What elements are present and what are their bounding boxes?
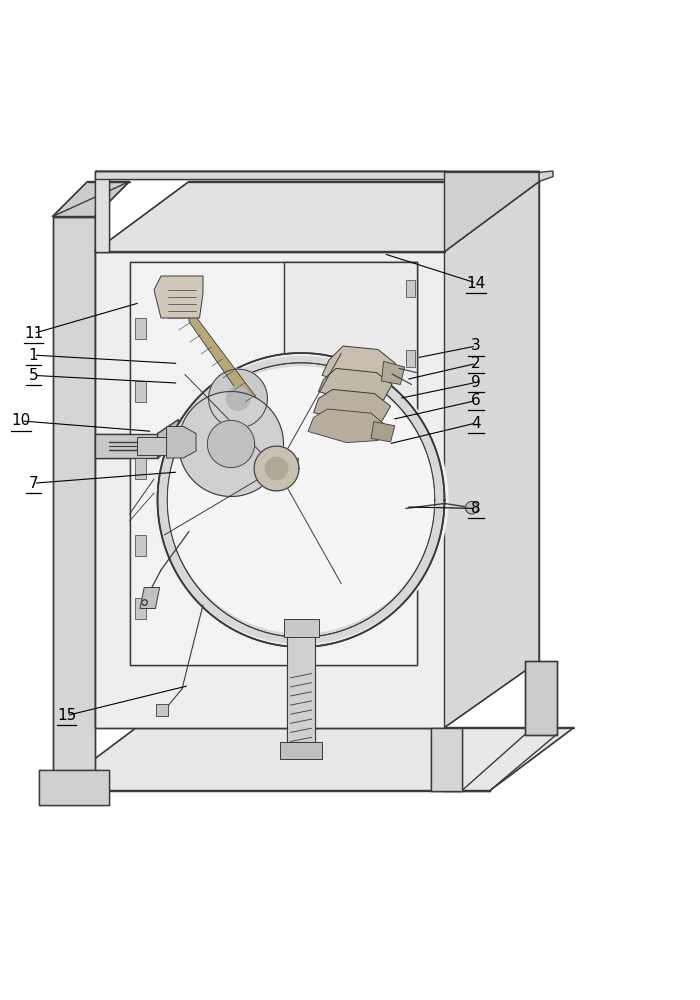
Text: 1: 1 [29, 348, 38, 363]
Polygon shape [135, 318, 146, 339]
Polygon shape [135, 535, 146, 556]
Polygon shape [154, 276, 203, 318]
Circle shape [466, 501, 478, 514]
Polygon shape [135, 458, 146, 479]
Polygon shape [52, 182, 130, 217]
Polygon shape [322, 346, 395, 384]
Text: 15: 15 [57, 708, 76, 723]
Text: 8: 8 [471, 501, 481, 516]
Polygon shape [406, 350, 415, 367]
Polygon shape [135, 381, 146, 402]
Circle shape [154, 353, 448, 647]
Polygon shape [314, 389, 391, 423]
Polygon shape [539, 171, 553, 182]
Polygon shape [52, 728, 574, 790]
Polygon shape [158, 420, 178, 458]
Polygon shape [256, 458, 298, 468]
Circle shape [265, 457, 288, 480]
Text: 11: 11 [24, 326, 43, 341]
Polygon shape [94, 171, 444, 179]
Polygon shape [140, 587, 160, 608]
Polygon shape [371, 422, 395, 442]
Polygon shape [38, 770, 108, 804]
Polygon shape [444, 182, 539, 728]
Text: 10: 10 [11, 413, 31, 428]
Polygon shape [308, 409, 386, 443]
Text: 14: 14 [466, 275, 486, 290]
Circle shape [226, 387, 250, 410]
Polygon shape [406, 420, 415, 437]
Circle shape [168, 367, 434, 633]
Polygon shape [52, 217, 94, 790]
Circle shape [209, 369, 267, 428]
Polygon shape [287, 633, 315, 742]
Text: 3: 3 [471, 338, 481, 354]
Polygon shape [156, 704, 168, 716]
Polygon shape [525, 661, 556, 734]
Text: 6: 6 [471, 393, 481, 408]
Text: 7: 7 [29, 476, 38, 491]
Text: 5: 5 [29, 368, 38, 383]
Polygon shape [284, 262, 416, 577]
Polygon shape [94, 172, 108, 251]
Polygon shape [280, 742, 322, 759]
Text: 9: 9 [471, 375, 481, 390]
Polygon shape [284, 619, 318, 637]
Polygon shape [135, 598, 146, 619]
Circle shape [158, 357, 444, 644]
Text: 2: 2 [471, 356, 481, 371]
Polygon shape [94, 434, 158, 458]
Polygon shape [94, 251, 444, 728]
Polygon shape [136, 437, 168, 454]
Text: 4: 4 [471, 416, 481, 430]
Polygon shape [382, 361, 405, 384]
Polygon shape [167, 426, 196, 458]
Polygon shape [318, 368, 392, 402]
Circle shape [207, 420, 255, 468]
Polygon shape [168, 308, 256, 402]
Polygon shape [444, 172, 539, 251]
Polygon shape [130, 262, 416, 664]
Polygon shape [406, 279, 415, 297]
Circle shape [254, 446, 299, 491]
Circle shape [178, 391, 284, 496]
Polygon shape [430, 728, 462, 790]
Polygon shape [94, 182, 539, 251]
